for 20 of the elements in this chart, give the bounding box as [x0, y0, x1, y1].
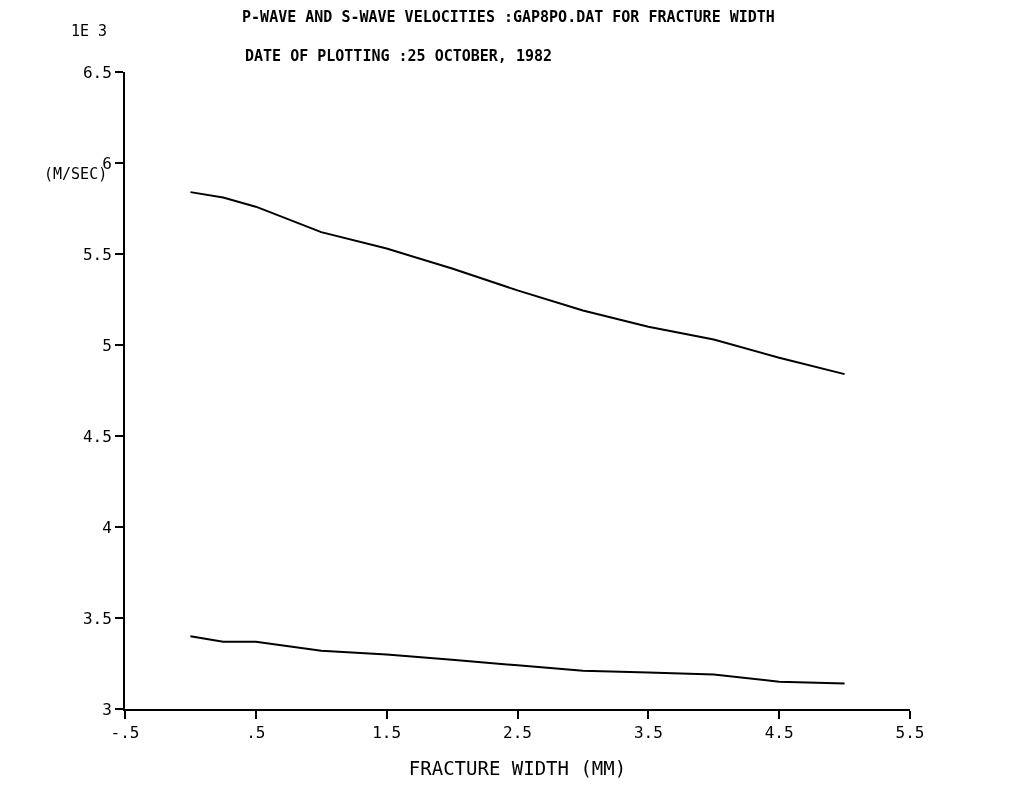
y-tick-label: 6.5 [82, 62, 112, 82]
y-tick-label: 5 [102, 335, 112, 355]
y-tick-label: 4.5 [82, 426, 112, 446]
x-tick-label: 1.5 [372, 723, 402, 743]
x-tick-label: 4.5 [764, 723, 794, 743]
y-tick-label: 3.5 [82, 608, 112, 628]
x-tick-label: -.5 [110, 723, 140, 743]
x-tick-label: 3.5 [633, 723, 663, 743]
chart-subtitle: DATE OF PLOTTING :25 OCTOBER, 1982 [245, 47, 553, 65]
y-tick-label: 4 [102, 517, 112, 537]
line-series [189, 635, 846, 685]
y-tick-label: 3 [102, 699, 112, 719]
x-axis-title: FRACTURE WIDTH (MM) [408, 756, 627, 779]
x-tick-label: .5 [246, 723, 266, 743]
text: 1E 3 [71, 22, 108, 40]
y-tick-label: 5.5 [82, 244, 112, 264]
line-series [189, 191, 846, 376]
chart-title: P-WAVE AND S-WAVE VELOCITIES :GAP8PO.DAT FOR FRACTURE WIDTH [242, 8, 775, 27]
x-tick-label: 5.5 [895, 723, 925, 743]
x-tick-label: 2.5 [503, 723, 532, 743]
